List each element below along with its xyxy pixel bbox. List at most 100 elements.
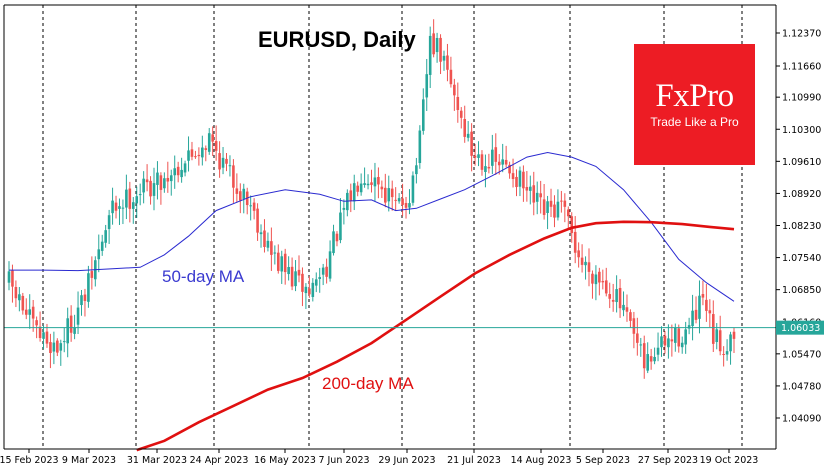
candle [573, 216, 577, 264]
candle [639, 337, 643, 357]
candle-body [504, 159, 508, 165]
candle [522, 165, 525, 202]
candle-body [566, 209, 570, 217]
candle-body [249, 205, 252, 207]
candle [24, 298, 28, 320]
candle [504, 145, 508, 168]
candle-body [563, 200, 567, 207]
candle [711, 300, 715, 353]
candle-body [532, 185, 536, 203]
candle [415, 157, 418, 184]
candle-body [394, 199, 397, 201]
candle [14, 280, 18, 308]
candle [346, 189, 349, 217]
candle-body [594, 274, 598, 285]
candle-body [667, 338, 670, 348]
candle-body [35, 320, 38, 326]
candle-body [163, 178, 166, 189]
candle-body [363, 183, 366, 185]
candle-body [18, 294, 21, 301]
candle-body [283, 253, 287, 273]
candle [56, 338, 59, 357]
candle [87, 265, 90, 308]
candle [104, 224, 107, 248]
candle-body [584, 261, 587, 266]
candle [169, 169, 173, 196]
candle-body [705, 299, 708, 311]
candle-body [677, 328, 681, 347]
candle [266, 232, 270, 252]
candle [239, 183, 242, 214]
candle [245, 187, 249, 215]
candle-body [546, 201, 549, 213]
candle [722, 346, 725, 367]
candle [256, 203, 259, 241]
candle [449, 56, 453, 88]
candle-body [397, 198, 401, 202]
candle-body [21, 295, 25, 311]
candle-body [525, 186, 529, 191]
candle-body [663, 335, 667, 346]
y-tick-label: 1.09610 [782, 157, 821, 168]
candle [394, 187, 397, 211]
candle-body [359, 183, 363, 193]
candle [487, 153, 491, 174]
candle-body [722, 353, 725, 355]
candle [435, 32, 439, 63]
candle [97, 234, 101, 273]
candle [694, 296, 698, 324]
candle [252, 198, 256, 220]
candle-body [587, 262, 591, 272]
candle [197, 147, 201, 166]
candle-body [415, 165, 418, 175]
candle [180, 157, 183, 183]
candle [663, 331, 667, 354]
x-tick-label: 21 Jul 2023 [447, 455, 501, 466]
candle [276, 244, 280, 274]
candle [501, 143, 504, 173]
candle-body [252, 202, 256, 211]
y-tick-label: 1.10300 [782, 125, 821, 136]
candle [384, 173, 387, 208]
x-tick-label: 5 Sep 2023 [576, 455, 630, 466]
y-tick-label: 1.08230 [782, 221, 821, 232]
candle [73, 314, 76, 340]
candle [125, 174, 128, 220]
candle [549, 188, 553, 218]
candle-body [656, 347, 660, 355]
candle [11, 264, 14, 303]
candle [339, 198, 342, 244]
y-tick-label: 1.04090 [782, 414, 821, 425]
candle-body [221, 157, 225, 168]
fxpro-logo: FxPro Trade Like a Pro [634, 44, 755, 165]
x-tick-label: 19 Oct 2023 [700, 455, 759, 466]
candle-body [349, 190, 353, 201]
candle [370, 169, 373, 193]
candle-body [314, 279, 318, 286]
candle [604, 267, 608, 297]
candle [660, 326, 663, 357]
candle-body [522, 171, 525, 189]
candle-body [149, 180, 152, 197]
candle-body [56, 340, 59, 353]
candle [632, 311, 636, 349]
candle-body [118, 206, 121, 209]
candle [318, 267, 322, 293]
candle-body [301, 273, 304, 292]
candle [187, 136, 190, 172]
candle-body [459, 110, 463, 118]
candle [62, 327, 66, 353]
y-tick-label: 1.10990 [782, 93, 821, 104]
candle-body [715, 329, 719, 343]
candle-body [183, 163, 187, 173]
candle-body [49, 342, 52, 354]
candle-body [156, 172, 159, 185]
y-axis-ticks: 1.12370 1.11660 1.10990 1.10300 1.09610 1.089… [776, 29, 821, 425]
candle-body [197, 154, 201, 157]
candle [114, 195, 118, 219]
candle-body [511, 173, 515, 180]
candle-body [560, 200, 563, 202]
candle [107, 209, 111, 244]
candle-body [470, 131, 473, 156]
candle-body [642, 343, 646, 369]
